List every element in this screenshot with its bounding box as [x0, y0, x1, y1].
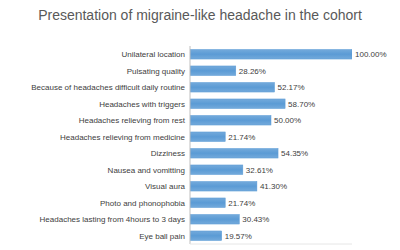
category-label: Nausea and vomitting: [108, 166, 185, 175]
data-label: 41.30%: [260, 182, 287, 191]
data-label: 58.70%: [288, 100, 315, 109]
data-label: 50.00%: [274, 116, 301, 125]
category-label: Unilateral location: [121, 50, 185, 59]
category-label: Eye ball pain: [139, 232, 185, 241]
bar: [190, 132, 225, 142]
category-label: Because of headaches difficult daily rou…: [31, 83, 185, 92]
data-label: 19.57%: [225, 232, 252, 241]
data-label: 52.17%: [278, 83, 305, 92]
bar: [190, 66, 236, 76]
data-label: 21.74%: [228, 133, 255, 142]
bar: [190, 49, 352, 59]
chart: Presentation of migraine-like headache i…: [0, 0, 400, 250]
bar: [190, 99, 285, 109]
bar: [190, 181, 257, 191]
category-label: Headaches with triggers: [99, 100, 185, 109]
data-label: 54.35%: [281, 149, 308, 158]
bar: [190, 214, 239, 224]
bars: [190, 49, 352, 240]
category-label: Pulsating quality: [127, 67, 185, 76]
data-label: 30.43%: [242, 215, 269, 224]
category-label: Dizziness: [151, 149, 185, 158]
category-label: Headaches lasting from 4hours to 3 days: [40, 215, 185, 224]
category-label: Headaches relieving from medicine: [60, 133, 186, 142]
bar: [190, 115, 271, 125]
category-axis: [190, 46, 191, 244]
bar: [190, 198, 225, 208]
data-label: 32.61%: [246, 166, 273, 175]
bar: [190, 231, 222, 241]
chart-title: Presentation of migraine-like headache i…: [38, 7, 362, 23]
data-label: 28.26%: [239, 67, 266, 76]
value-axis: [190, 244, 352, 245]
data-label: 100.00%: [355, 50, 387, 59]
category-label: Visual aura: [145, 182, 185, 191]
data-label: 21.74%: [228, 199, 255, 208]
category-label: Photo and phonophobia: [100, 199, 186, 208]
category-label: Headaches relieving from rest: [79, 116, 186, 125]
bar: [190, 165, 243, 175]
bar: [190, 148, 278, 158]
bar: [190, 82, 275, 92]
